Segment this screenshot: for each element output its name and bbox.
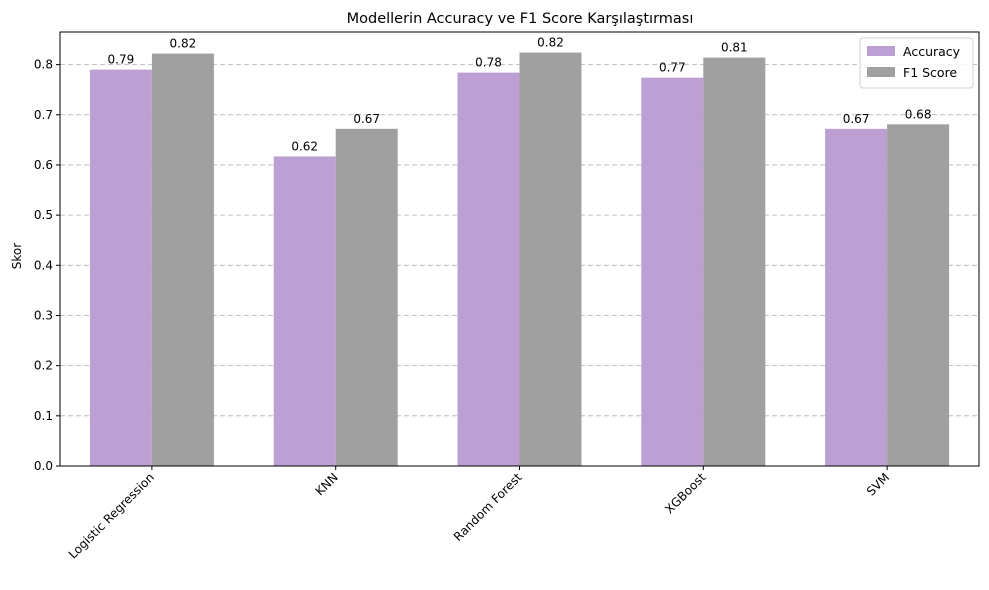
legend-swatch (867, 67, 895, 77)
legend: Accuracy F1 Score (859, 37, 974, 89)
legend-label: Accuracy (903, 44, 961, 59)
data-labels: 0.79 0.82 0.62 0.67 0.78 0.82 0.77 0.81 0.67 0.68 (108, 36, 932, 154)
y-tick-label: 0.7 (34, 108, 53, 122)
x-tick-label: Logistic Regression (66, 470, 157, 561)
x-tick-label: KNN (313, 470, 341, 498)
data-label: 0.77 (659, 61, 686, 75)
data-label: 0.81 (721, 41, 748, 55)
bar-accuracy (641, 77, 704, 466)
y-tick-label: 0.5 (34, 208, 53, 222)
bar-accuracy (457, 72, 520, 466)
x-axis: Logistic Regression KNN Random Forest XGBoo… (66, 466, 892, 562)
x-tick-label: Random Forest (451, 470, 525, 544)
y-tick-label: 0.8 (34, 58, 53, 72)
x-tick-label: XGBoost (662, 470, 708, 516)
data-label: 0.67 (353, 112, 380, 126)
y-tick-label: 0.1 (34, 409, 53, 423)
data-label: 0.82 (537, 36, 564, 50)
legend-swatch (867, 46, 895, 56)
y-axis: 0.0 0.1 0.2 0.3 0.4 0.5 0.6 0.7 0.8 (34, 58, 60, 473)
data-label: 0.68 (905, 107, 932, 121)
bar-accuracy (273, 156, 336, 466)
y-axis-label: Skor (10, 243, 24, 269)
bar-f1-score (519, 52, 582, 466)
bars (89, 52, 950, 467)
data-label: 0.67 (843, 112, 870, 126)
data-label: 0.82 (170, 37, 197, 51)
y-tick-label: 0.2 (34, 359, 53, 373)
data-label: 0.62 (291, 139, 318, 153)
y-tick-label: 0.3 (34, 308, 53, 322)
x-tick-label: SVM (864, 470, 892, 498)
bar-accuracy (825, 128, 888, 466)
bar-accuracy (89, 69, 152, 466)
bar-f1-score (887, 124, 950, 466)
legend-label: F1 Score (903, 65, 957, 80)
bar-f1-score (151, 53, 214, 467)
y-tick-label: 0.6 (34, 158, 53, 172)
data-label: 0.78 (475, 56, 502, 70)
chart-title: Modellerin Accuracy ve F1 Score Karşılaş… (347, 11, 694, 27)
y-tick-label: 0.0 (34, 459, 53, 473)
bar-f1-score (335, 128, 398, 466)
data-label: 0.79 (108, 53, 135, 67)
bar-f1-score (703, 57, 766, 466)
y-tick-label: 0.4 (34, 258, 53, 272)
